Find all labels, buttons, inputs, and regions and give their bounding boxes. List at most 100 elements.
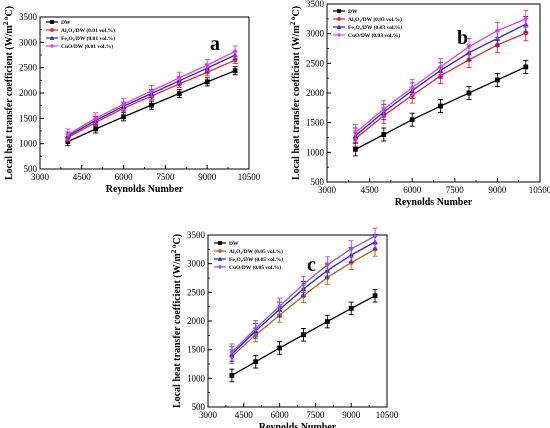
x-tick-label: 10500: [238, 172, 261, 182]
marker-diamond: [301, 281, 306, 288]
x-tick-label: 9000: [342, 410, 361, 420]
marker-square: [353, 146, 358, 152]
marker-circle: [218, 249, 222, 253]
panel-b: 3000 4500 6000 7500 9000 10500 500 1000 1500 2000…: [289, 0, 550, 208]
legend-entry: Al₂O₃/DW (0.05 vol.%): [229, 248, 283, 255]
marker-diamond: [495, 27, 500, 34]
marker-diamond: [409, 84, 415, 91]
marker-diamond: [50, 43, 54, 49]
legend-entry: Al₂O₃/DW (0.03 vol.%): [348, 16, 402, 23]
y-tick-label: 1000: [187, 373, 206, 383]
marker-diamond: [121, 101, 126, 108]
marker-diamond: [381, 106, 387, 112]
y-tick-label: 2000: [187, 316, 206, 326]
y-tick-label: 3000: [187, 259, 206, 269]
y-tick-label: 1000: [19, 139, 38, 149]
y-tick-label: 1500: [19, 113, 38, 123]
y-axis-label: Local heat transfer coefficient (W/m2 oC…: [2, 6, 15, 180]
x-tick-label: 7500: [156, 172, 175, 182]
legend-entry: DW: [61, 20, 71, 26]
marker-diamond: [337, 32, 341, 38]
legend-entry: CuO/DW (0.03 vol.%): [348, 32, 400, 39]
marker-square: [65, 139, 71, 145]
marker-square: [348, 305, 354, 311]
y-tick-label: 2000: [306, 88, 325, 98]
legend-entry: CuO/DW (0.05 vol.%): [229, 264, 281, 271]
x-tick-label: 10500: [376, 410, 399, 420]
marker-square: [93, 126, 99, 132]
marker-square: [277, 345, 282, 351]
y-axis-label: Local heat transfer coefficient (W/m2 oC…: [170, 234, 183, 408]
marker-square: [204, 79, 210, 85]
marker-diamond: [232, 48, 238, 55]
marker-diamond: [348, 245, 354, 252]
marker-diamond: [93, 115, 99, 122]
y-tick-label: 2000: [19, 88, 38, 98]
y-tick-label: 500: [192, 402, 206, 412]
series-0: [352, 59, 529, 157]
panel-a: 3000 4500 6000 7500 9000 10500 500 1000 1500 2000…: [2, 6, 261, 195]
x-tick-label: 3000: [31, 172, 50, 182]
marker-square: [50, 20, 54, 24]
marker-square: [324, 319, 330, 324]
marker-diamond: [149, 88, 154, 94]
y-tick-label: 1000: [306, 147, 325, 157]
marker-diamond: [523, 15, 529, 22]
marker-square: [372, 293, 378, 299]
marker-square: [523, 64, 529, 70]
x-axis-label: Reynolds Number: [395, 197, 473, 208]
marker-circle: [50, 28, 54, 32]
y-tick-label: 2500: [19, 63, 38, 73]
series-0: [65, 66, 238, 147]
panel-c: 3000 4500 6000 7500 9000 10500 500 1000 1500 2000…: [170, 227, 399, 428]
marker-diamond: [372, 233, 378, 240]
y-tick-label: 1500: [187, 345, 206, 355]
marker-square: [176, 91, 182, 96]
legend-entry: Al₂O₃/DW (0.01 vol.%): [61, 27, 115, 34]
y-tick-label: 3000: [306, 29, 325, 39]
legend-entry: DW: [348, 9, 358, 15]
x-axis-label: Reynolds Number: [106, 184, 184, 195]
marker-square: [466, 90, 472, 96]
series-0: [229, 289, 378, 383]
y-tick-label: 2500: [306, 58, 325, 68]
legend-entry: Fe₂O₃/DW (0.05 vol.%): [229, 256, 283, 263]
y-tick-label: 1500: [306, 118, 325, 128]
marker-square: [495, 77, 500, 83]
marker-square: [409, 117, 415, 123]
x-tick-label: 4500: [235, 410, 254, 420]
series-3: [65, 45, 238, 141]
y-tick-label: 3500: [306, 0, 325, 9]
series-3: [229, 227, 378, 361]
series-3: [352, 10, 529, 142]
legend-entry: CuO/DW (0.01 vol.%): [61, 43, 113, 50]
marker-diamond: [218, 264, 222, 270]
marker-square: [337, 9, 341, 13]
marker-diamond: [204, 62, 210, 69]
marker-square: [121, 114, 126, 120]
x-tick-label: 4500: [361, 185, 380, 195]
y-tick-label: 500: [24, 164, 38, 174]
x-tick-label: 4500: [73, 172, 92, 182]
marker-diamond: [353, 129, 358, 136]
marker-square: [229, 373, 235, 378]
marker-square: [149, 102, 154, 108]
panel-label: c: [307, 254, 316, 276]
panel-label: a: [210, 33, 220, 55]
x-axis-label: Reynolds Number: [259, 422, 337, 428]
legend-entry: Fe₂O₃/DW (0.01 vol.%): [61, 35, 115, 42]
y-axis-label: Local heat transfer coefficient (W/m2 oC…: [289, 6, 302, 180]
x-tick-label: 6000: [271, 410, 290, 420]
x-tick-label: 9000: [198, 172, 217, 182]
series-1: [352, 24, 529, 147]
marker-triangle: [336, 24, 342, 29]
x-tick-label: 6000: [115, 172, 134, 182]
marker-diamond: [324, 261, 330, 268]
x-tick-label: 6000: [403, 185, 422, 195]
panel-label: b: [457, 27, 468, 49]
